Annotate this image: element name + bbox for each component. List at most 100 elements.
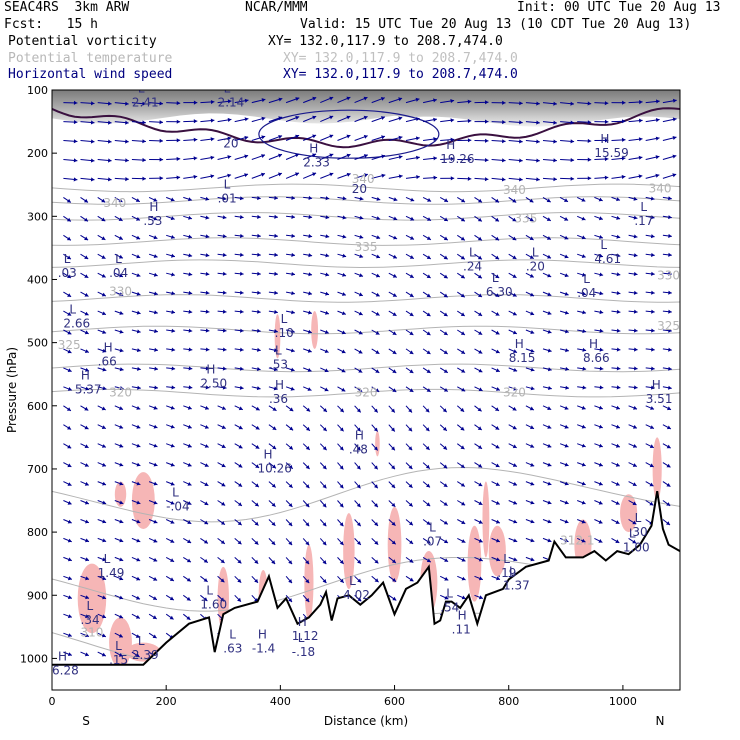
wind-vector-head (599, 310, 604, 315)
wind-vector-head (564, 273, 569, 278)
extremum-value: 2.41 (132, 95, 159, 109)
wind-vector-head (547, 348, 552, 353)
extremum-value: .10 (275, 326, 294, 340)
wind-vector-head (582, 366, 587, 371)
wind-vector-head (639, 100, 643, 105)
wind-vector-head (565, 329, 569, 334)
wind-vector-head (392, 254, 397, 259)
wind-vector-head (346, 172, 351, 177)
wind-vector-head (496, 576, 500, 581)
wind-vector-head (616, 424, 620, 429)
extremum-marker: L (138, 634, 145, 648)
wind-vector-head (186, 558, 191, 563)
wind-vector-head (632, 482, 637, 486)
wind-vector-head (392, 350, 397, 354)
wind-vector-head (339, 427, 344, 432)
wind-vector-head (460, 464, 465, 468)
wind-vector-head (346, 134, 351, 139)
wind-vector-head (358, 311, 363, 316)
wind-vector-head (324, 349, 329, 353)
wind-vector-head (442, 408, 447, 413)
wind-vector-head (322, 427, 327, 431)
wind-vector-head (530, 462, 535, 467)
wind-vector-head (547, 462, 552, 467)
extremum-marker: L (138, 81, 145, 95)
wind-vector-head (102, 538, 107, 543)
wind-vector-head (255, 406, 260, 411)
extremum-marker: L (275, 343, 282, 357)
wind-vector-head (581, 254, 586, 258)
extremum-marker: L (224, 177, 231, 191)
wind-vector-head (308, 195, 313, 200)
wind-vector-head (616, 253, 621, 258)
wind-vector-head (187, 462, 192, 467)
extremum-value: 1.49 (98, 566, 125, 580)
wind-vector-head (152, 634, 157, 639)
wind-vector-head (307, 329, 312, 334)
wind-vector-head (119, 614, 123, 619)
wind-vector-head (622, 100, 626, 105)
wind-vector-head (380, 97, 385, 101)
wind-vector-head (651, 366, 655, 371)
wind-vector-head (291, 272, 295, 276)
wind-vector-head (666, 463, 671, 468)
wind-vector-head (416, 155, 420, 160)
wind-vector-head (295, 172, 299, 177)
wind-vector-head (656, 99, 660, 104)
wind-vector-head (651, 271, 655, 276)
wind-vector-head (256, 367, 261, 371)
wind-vector-head (85, 576, 89, 581)
wind-vector-head (512, 293, 517, 297)
wind-vector-head (295, 134, 300, 139)
wind-vector-head (176, 119, 181, 124)
wind-vector-head (616, 197, 620, 202)
wind-vector-head (119, 273, 123, 278)
wind-vector-head (188, 272, 193, 277)
wind-vector-head (73, 120, 78, 125)
wind-vector-head (221, 406, 226, 410)
wind-vector-head (101, 273, 106, 278)
wind-vector-head (376, 235, 381, 240)
wind-vector-head (381, 173, 386, 178)
wind-vector-head (239, 347, 244, 352)
wind-vector-head (205, 290, 210, 295)
wind-vector-head (291, 233, 295, 238)
wind-vector-head (570, 120, 575, 125)
wind-vector-head (381, 154, 386, 159)
wind-vector-head (342, 196, 347, 201)
wind-vector-head (392, 369, 397, 373)
wind-vector-head (153, 424, 158, 429)
extremum-marker: L (509, 564, 516, 578)
wind-vector-head (415, 117, 420, 122)
wind-vector-head (359, 196, 364, 201)
wind-vector-head (339, 503, 344, 508)
wind-vector-head (188, 328, 193, 333)
wind-vector-head (443, 483, 448, 487)
theta-label: 340 (649, 181, 672, 195)
wind-vector-head (257, 196, 261, 201)
wind-vector-head (101, 444, 106, 448)
wind-vector-head (154, 385, 158, 390)
wind-vector-head (238, 502, 242, 506)
wind-vector-head (205, 215, 210, 220)
wind-vector-head (119, 481, 124, 486)
wind-vector-head (67, 614, 72, 619)
wind-vector-head (85, 614, 89, 619)
wind-vector-head (381, 116, 385, 120)
wind-vector-head (587, 157, 592, 162)
wind-vector-head (381, 135, 385, 140)
wind-vector-head (254, 559, 259, 564)
wind-vector-head (205, 385, 210, 390)
wind-vector-head (193, 156, 198, 161)
wind-vector-head (342, 215, 347, 220)
wind-vector-head (598, 405, 603, 410)
wind-vector-head (512, 425, 517, 430)
wind-vector-head (359, 273, 363, 278)
wind-vector-head (84, 217, 88, 222)
wind-vector-head (271, 541, 276, 545)
wind-vector-head (547, 329, 552, 334)
wind-vector-head (391, 408, 395, 413)
wind-vector-head (153, 462, 158, 467)
wind-vector-head (467, 138, 472, 143)
